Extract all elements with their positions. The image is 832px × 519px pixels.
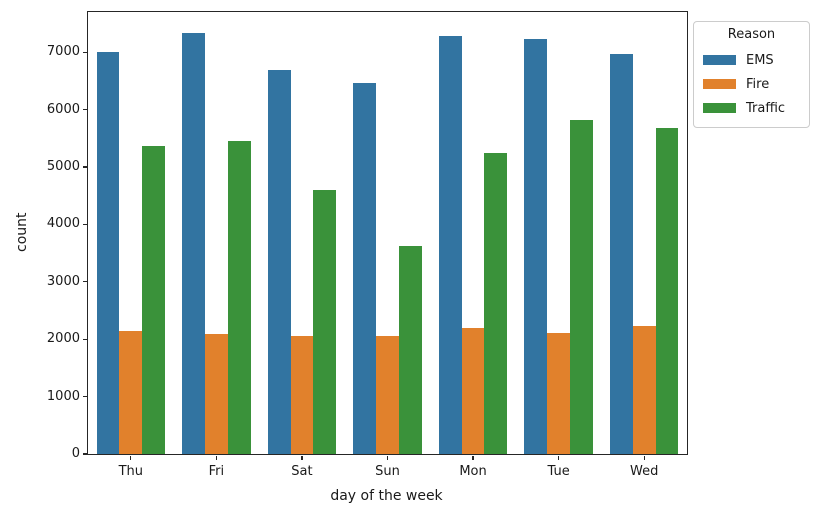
x-tick-mark (386, 456, 389, 460)
y-tick-label: 4000 (46, 216, 80, 232)
y-tick-mark (83, 453, 87, 455)
bar-fire-fri (204, 333, 228, 454)
y-tick-mark (83, 395, 87, 398)
x-tick-label: Wed (630, 464, 659, 479)
y-tick-mark (83, 166, 87, 168)
bar-fire-sun (376, 335, 399, 454)
bar-fire-sat (290, 335, 314, 454)
legend-swatch-ems-icon (703, 55, 736, 65)
legend-label-fire: Fire (746, 76, 770, 92)
y-tick-label: 5000 (46, 158, 80, 174)
x-tick-mark (215, 456, 217, 460)
bar-traffic-sat (313, 189, 337, 454)
legend-swatch-fire-icon (703, 79, 736, 89)
bar-fire-wed (632, 326, 656, 454)
x-axis-label: day of the week (330, 488, 443, 504)
x-tick-mark (472, 456, 474, 460)
bar-ems-thu (96, 52, 120, 454)
legend-swatch-traffic-icon (703, 103, 736, 113)
bar-fire-thu (119, 331, 143, 454)
plot-area: 0 1000 2000 3000 4000 5000 6000 7000 Thu Fri Sat Su… (47, 11, 688, 479)
y-tick-mark (83, 51, 87, 53)
y-tick-mark (83, 223, 87, 225)
y-tick-label: 0 (71, 446, 80, 461)
x-tick-label: Sat (291, 464, 313, 479)
bar-ems-wed (609, 54, 633, 454)
y-tick-label: 1000 (46, 388, 80, 404)
bar-fire-tue (547, 332, 571, 454)
y-tick-label: 6000 (46, 101, 80, 117)
bar-traffic-fri (227, 141, 251, 454)
x-tick-label: Thu (118, 464, 143, 479)
bar-ems-fri (182, 33, 205, 454)
x-tick-mark (130, 456, 132, 460)
bar-traffic-wed (655, 127, 679, 454)
bar-traffic-thu (142, 146, 165, 454)
legend-item-ems: EMS (694, 48, 809, 72)
legend-title: Reason (727, 27, 776, 42)
legend-label-ems: EMS (746, 52, 774, 68)
bar-ems-tue (524, 38, 548, 454)
legend-item-traffic: Traffic (694, 96, 809, 120)
bar-traffic-mon (484, 153, 508, 454)
bar-ems-sun (353, 82, 377, 454)
y-axis-label: count (14, 212, 30, 252)
legend-item-fire: Fire (694, 72, 809, 96)
x-tick-mark (301, 456, 303, 460)
x-tick-label: Sun (375, 464, 400, 479)
bar-ems-mon (438, 36, 462, 454)
x-tick-label: Fri (208, 464, 225, 479)
legend-label-traffic: Traffic (746, 100, 786, 116)
y-tick-label: 2000 (46, 331, 80, 347)
x-tick-label: Tue (547, 464, 570, 479)
bar-fire-mon (461, 327, 485, 454)
bar-traffic-tue (570, 119, 593, 454)
y-tick-mark (83, 281, 87, 283)
bar-ems-sat (267, 69, 291, 454)
x-tick-mark (643, 456, 645, 460)
bar-traffic-sun (398, 246, 422, 454)
y-tick-label: 3000 (46, 273, 80, 289)
legend: Reason EMS Fire Traffic (693, 21, 810, 128)
y-tick-mark (83, 108, 87, 111)
x-tick-label: Mon (459, 464, 487, 479)
y-tick-mark (83, 338, 87, 340)
x-tick-mark (558, 456, 560, 460)
y-tick-label: 7000 (46, 44, 80, 60)
